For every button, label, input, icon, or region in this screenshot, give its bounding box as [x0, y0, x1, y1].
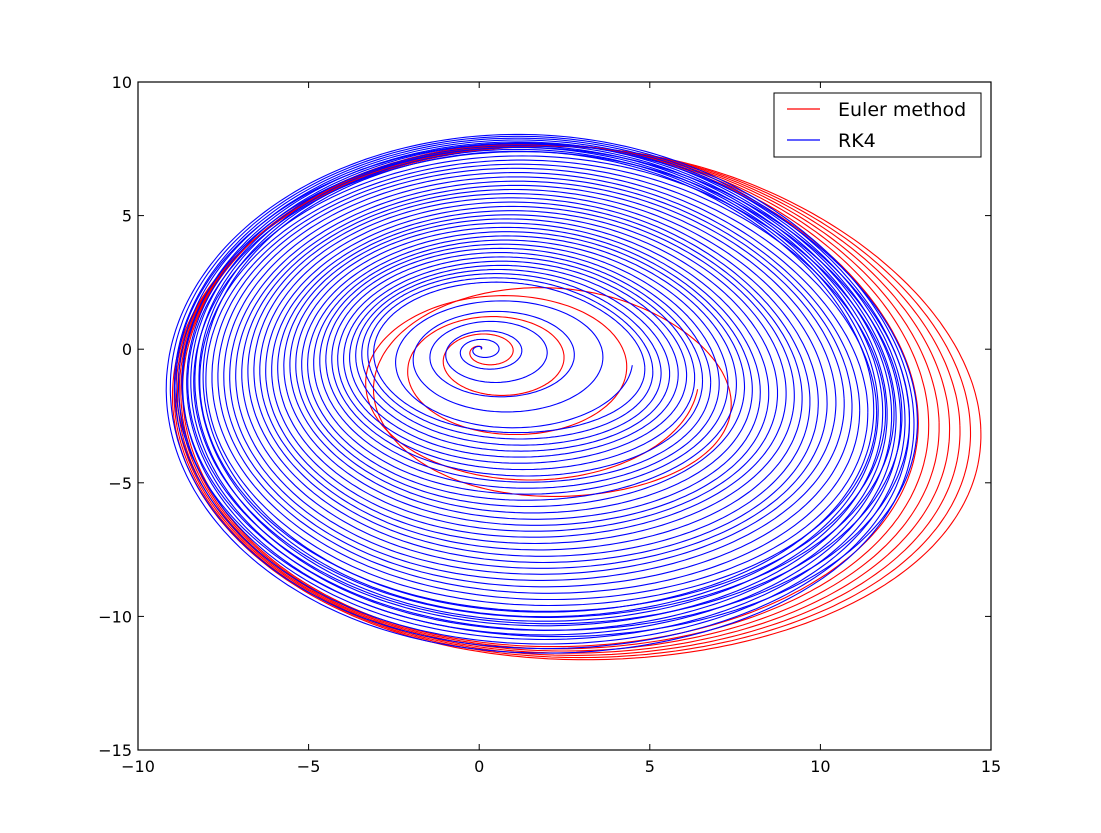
- series-line: [182, 141, 897, 636]
- series-line: [177, 139, 902, 641]
- series-line: [265, 205, 795, 545]
- series-line: [361, 273, 662, 446]
- legend-box: [773, 92, 982, 158]
- legend: Euler method RK4: [773, 92, 982, 158]
- plot-frame: [137, 81, 992, 751]
- series-layer: [165, 133, 982, 661]
- x-tick-label: 0: [474, 757, 484, 776]
- series-line: [217, 172, 861, 594]
- series-line: [307, 235, 737, 501]
- y-tick-label: 10: [112, 73, 132, 92]
- series-line: [199, 159, 887, 612]
- x-tick-label: 15: [981, 757, 1001, 776]
- series-line: [271, 210, 787, 538]
- plot-area: [138, 82, 991, 750]
- series-line: [277, 214, 779, 532]
- series-line: [241, 188, 828, 569]
- series-line: [193, 155, 895, 618]
- legend-label-euler: Euler method: [838, 99, 966, 121]
- series-line: [165, 133, 915, 654]
- x-tick-label: 10: [810, 757, 830, 776]
- series-line: [186, 143, 893, 631]
- y-tick-label: 0: [122, 340, 132, 359]
- series-line: [173, 137, 906, 645]
- series-line: [205, 163, 878, 607]
- x-tick-label: 5: [645, 757, 655, 776]
- series-line: [247, 193, 819, 564]
- series-line: [259, 201, 803, 551]
- series-line: [211, 167, 869, 601]
- series-line: [283, 218, 770, 526]
- series-line: [301, 231, 746, 508]
- series-line: [295, 226, 753, 514]
- series-line: [187, 151, 903, 625]
- series-line: [171, 145, 982, 661]
- series-line: [178, 143, 940, 652]
- series-line: [198, 148, 879, 618]
- series-line: [235, 184, 837, 575]
- series-line: [202, 150, 875, 613]
- series-line: [331, 252, 704, 477]
- series-line: [253, 197, 811, 557]
- series-line: [372, 287, 732, 497]
- series-line: [319, 243, 720, 489]
- series-line: [289, 222, 761, 520]
- series-line: [343, 260, 688, 464]
- series-line: [313, 239, 729, 495]
- series-line: [229, 180, 845, 581]
- x-tick-label: −5: [297, 757, 321, 776]
- series-line: [367, 277, 654, 440]
- series-line: [194, 146, 884, 622]
- series-line: [365, 295, 699, 481]
- series-line: [373, 281, 646, 434]
- series-rk4: [165, 133, 918, 654]
- series-line: [190, 145, 888, 627]
- y-tick-label: 5: [122, 207, 132, 226]
- x-tick-label: −10: [121, 757, 155, 776]
- y-tick-label: −10: [98, 607, 132, 626]
- series-line: [325, 247, 712, 483]
- series-line: [355, 268, 671, 452]
- legend-label-rk4: RK4: [838, 130, 876, 152]
- series-line: [337, 256, 696, 471]
- y-tick-label: −15: [98, 741, 132, 760]
- series-line: [395, 300, 633, 429]
- series-line: [169, 135, 911, 650]
- series-line: [223, 176, 853, 588]
- series-line: [349, 264, 679, 458]
- y-tick-label: −5: [108, 474, 132, 493]
